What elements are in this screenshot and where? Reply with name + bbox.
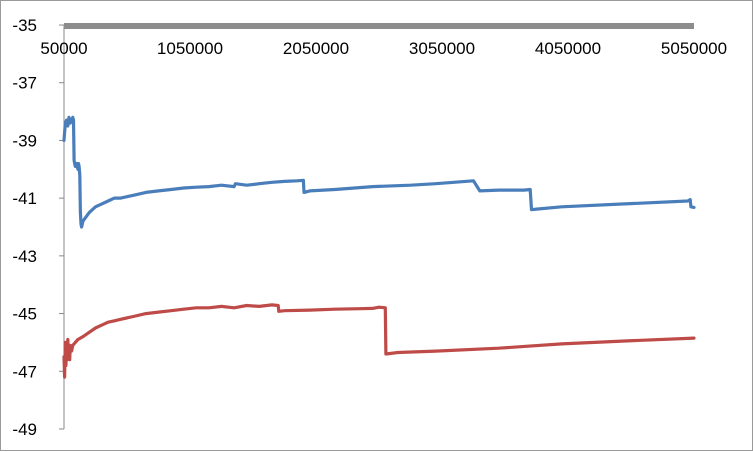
y-tick-label: -37 — [12, 74, 37, 93]
x-tick-label: 1050000 — [157, 39, 223, 58]
series-line-2 — [62, 303, 696, 379]
series-line-1 — [62, 115, 696, 229]
y-axis-ticks: -35 -37 -39 -41 -43 -45 -47 -49 — [12, 16, 65, 439]
x-tick-label: 50000 — [40, 39, 87, 58]
x-tick-label: 4050000 — [535, 39, 601, 58]
y-tick-label: -43 — [12, 247, 37, 266]
y-tick-label: -39 — [12, 131, 37, 150]
y-tick-label: -35 — [12, 16, 37, 35]
x-tick-label: 3050000 — [409, 39, 475, 58]
series-layer — [62, 115, 696, 379]
y-tick-label: -45 — [12, 305, 37, 324]
y-tick-label: -49 — [12, 420, 37, 439]
y-tick-label: -47 — [12, 362, 37, 381]
x-tick-label: 2050000 — [283, 39, 349, 58]
x-axis-ticks: 50000 1050000 2050000 3050000 4050000 5050000 — [40, 23, 727, 58]
x-tick-label: 5050000 — [661, 39, 727, 58]
y-tick-label: -41 — [12, 189, 37, 208]
